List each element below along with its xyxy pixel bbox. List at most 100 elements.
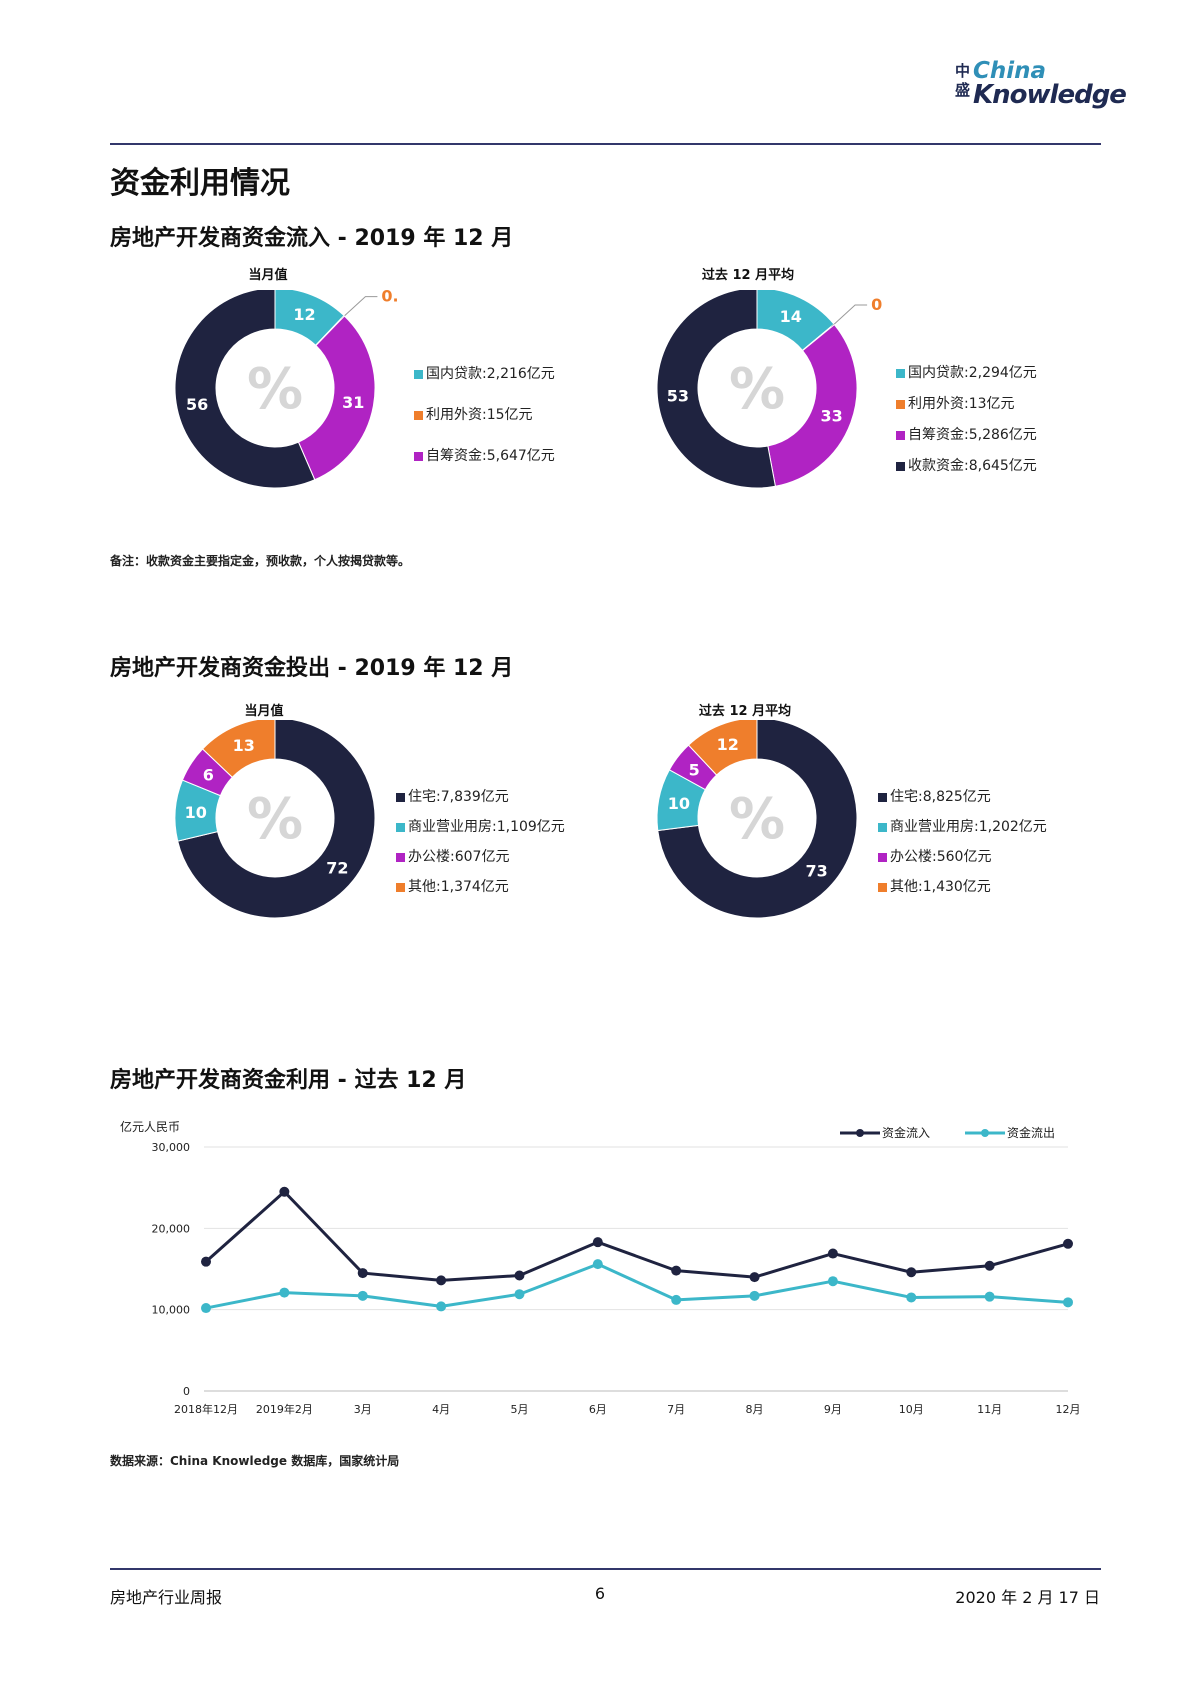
data-point [1063, 1238, 1073, 1249]
legend-item: 商业营业用房:1,202亿元 [878, 812, 1047, 842]
legend-swatch [878, 882, 887, 892]
x-tick-label: 4月 [432, 1403, 450, 1416]
donut-center-percent: % [247, 787, 303, 852]
donut-value-label: 0.1 [871, 295, 882, 314]
legend-item: 国内贷款:2,294亿元 [896, 358, 1037, 389]
data-point [514, 1289, 525, 1300]
donut-center-percent: % [729, 357, 785, 422]
inflow-note: 备注：收款资金主要指定金，预收款，个人按揭贷款等。 [110, 554, 411, 568]
x-tick-label: 3月 [354, 1403, 372, 1416]
y-tick-label: 10,000 [152, 1304, 191, 1317]
data-point [749, 1272, 760, 1283]
legend-item: 自筹资金:5,286亿元 [896, 420, 1037, 451]
x-tick-label: 7月 [667, 1403, 685, 1416]
x-tick-label: 9月 [824, 1403, 842, 1416]
y-axis-label: 亿元人民币 [120, 1119, 180, 1134]
data-point [592, 1237, 603, 1248]
header-rule [110, 143, 1101, 145]
legend-label: 商业营业用房:1,109亿元 [408, 819, 565, 835]
donut-1-title: 当月值 [248, 268, 288, 283]
legend-swatch [878, 792, 887, 802]
logo-mark: 中盛 [955, 62, 971, 99]
legend-swatch [396, 882, 405, 892]
footer-page-number: 6 [594, 1584, 606, 1603]
legend-label: 资金流出 [1007, 1125, 1055, 1140]
x-tick-label: 11月 [977, 1403, 1002, 1416]
donut-value-label: 31 [342, 393, 364, 412]
data-point [906, 1267, 917, 1278]
donut-value-label: 13 [233, 736, 255, 755]
data-point [671, 1294, 682, 1305]
donut-slice [297, 315, 376, 481]
donut-slice [657, 720, 858, 919]
y-tick-label: 0 [183, 1385, 190, 1398]
donut-value-label: 33 [821, 406, 843, 425]
data-point [749, 1290, 760, 1301]
donut-slice [201, 720, 276, 778]
data-source-note: 数据来源：China Knowledge 数据库，国家统计局 [110, 1454, 400, 1468]
legend-swatch [896, 369, 905, 378]
donut-leader-line [830, 304, 868, 328]
series-line [205, 1262, 1069, 1310]
donut-center-percent: % [729, 787, 785, 852]
donut-value-label: 5 [689, 760, 700, 779]
data-point [827, 1276, 838, 1287]
donut-leader-line [341, 296, 378, 320]
legend-label: 国内贷款:2,216亿元 [426, 366, 555, 382]
donut-slice [767, 323, 858, 487]
footer-rule [110, 1568, 1101, 1570]
data-point [436, 1301, 447, 1312]
x-tick-label: 2019年2月 [256, 1402, 313, 1416]
donut-4-title: 过去 12 月平均 [698, 704, 792, 719]
donut-value-label: 56 [186, 395, 208, 414]
data-point [279, 1186, 290, 1197]
x-tick-label: 8月 [746, 1403, 764, 1416]
legend-marker [856, 1129, 864, 1137]
legend-label: 国内贷款:2,294亿元 [908, 365, 1037, 381]
donut-value-label: 10 [668, 794, 690, 813]
y-tick-label: 20,000 [152, 1222, 191, 1235]
data-point [201, 1303, 211, 1314]
legend-item: 办公楼:607亿元 [396, 842, 565, 872]
legend-swatch [896, 462, 905, 471]
footer-date: 2020 年 2 月 17 日 [955, 1588, 1100, 1607]
legend-item: 自筹资金:5,647亿元 [414, 436, 555, 477]
x-tick-label: 6月 [589, 1403, 607, 1416]
donut-value-label: 73 [806, 862, 828, 881]
legend-label: 办公楼:560亿元 [890, 849, 992, 865]
legend-label: 住宅:7,839亿元 [408, 789, 509, 805]
data-point [671, 1265, 682, 1276]
donut-slice [174, 290, 316, 489]
data-point [357, 1268, 368, 1279]
donut-chart-outflow-month: 72 10 6 13% [174, 720, 376, 919]
legend-item: 住宅:8,825亿元 [878, 782, 1047, 812]
donut-slice [687, 720, 758, 776]
legend-item: 利用外资:13亿元 [896, 389, 1037, 420]
legend-label: 办公楼:607亿元 [408, 849, 510, 865]
china-knowledge-logo: 中盛 China Knowledge [955, 58, 1127, 112]
donut-value-label: 14 [780, 307, 802, 326]
legend-item: 国内贷款:2,216亿元 [414, 354, 555, 395]
legend-item: 其他:1,430亿元 [878, 872, 1047, 902]
legend-swatch [396, 852, 405, 862]
donut-value-label: 6 [203, 766, 214, 785]
logo-text-china: China [973, 58, 1047, 84]
section-title: 资金利用情况 [110, 166, 290, 201]
data-point [357, 1290, 368, 1301]
donut-center-percent: % [247, 357, 303, 422]
legend-item: 利用外资:15亿元 [414, 395, 555, 436]
data-point [827, 1248, 838, 1259]
legend-item: 收款资金:8,645亿元 [896, 451, 1037, 482]
legend-label: 自筹资金:5,286亿元 [908, 427, 1037, 443]
legend-item: 商业营业用房:1,109亿元 [396, 812, 565, 842]
data-point [592, 1259, 603, 1270]
y-tick-label: 30,000 [152, 1141, 191, 1154]
data-point [984, 1260, 995, 1271]
donut-2-title: 过去 12 月平均 [701, 268, 795, 283]
donut-value-label: 10 [185, 803, 207, 822]
data-point [201, 1256, 211, 1267]
donut-slice [656, 290, 776, 489]
logo-text-knowledge: Knowledge [973, 80, 1127, 110]
x-tick-label: 10月 [899, 1403, 924, 1416]
legend-item: 其他:1,374亿元 [396, 872, 565, 902]
